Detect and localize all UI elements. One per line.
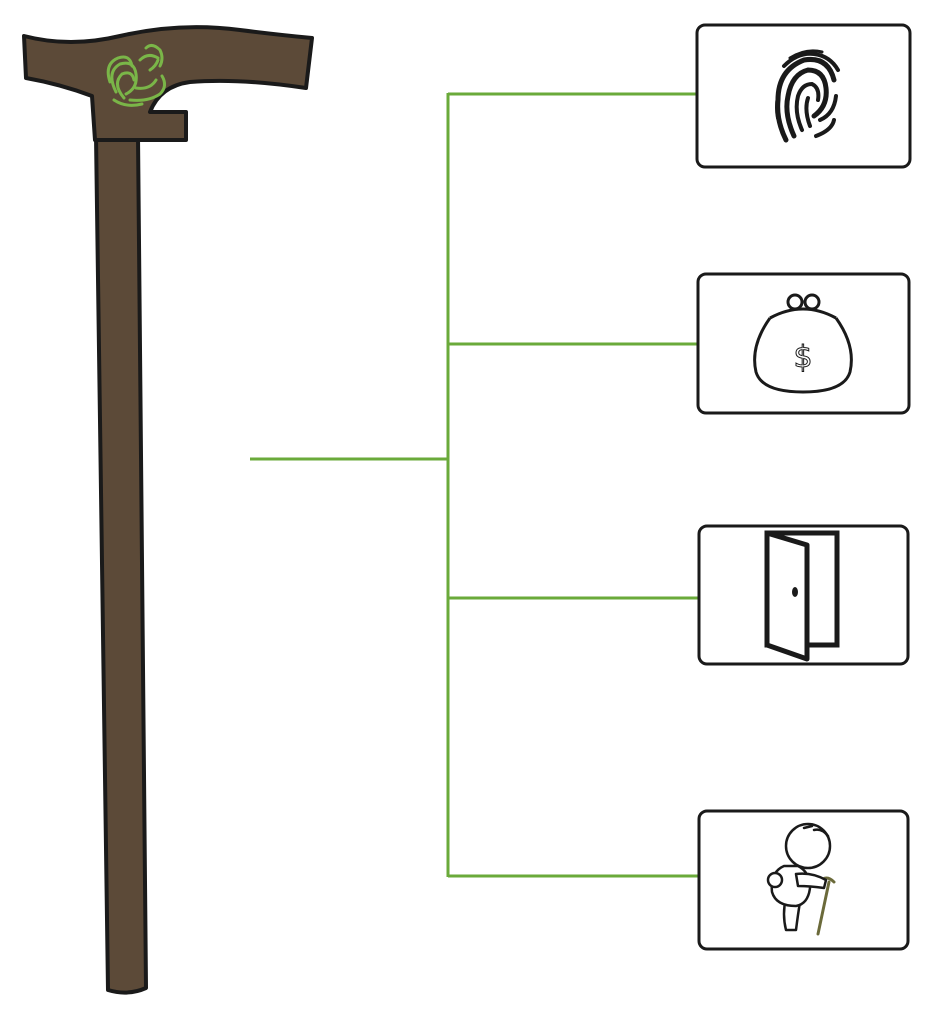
currency-symbol: $ [793,340,812,375]
coin-purse-dollar-icon: $ [753,293,853,394]
connector-tree [250,92,699,878]
elderly-person-with-cane-icon [766,822,836,936]
feature-card-elderly [697,809,910,951]
feature-card-fingerprint [695,23,912,169]
feature-card-money: $ [696,272,911,415]
walking-cane [22,25,314,995]
card-frame [695,23,912,169]
fingerprint-swirl-logo [106,43,167,107]
card-frame [696,272,911,415]
fingerprint-icon [775,49,840,143]
cane-shaft [94,134,148,995]
cane-handle [22,25,314,142]
feature-card-door [697,524,910,666]
open-door-icon [764,530,840,662]
